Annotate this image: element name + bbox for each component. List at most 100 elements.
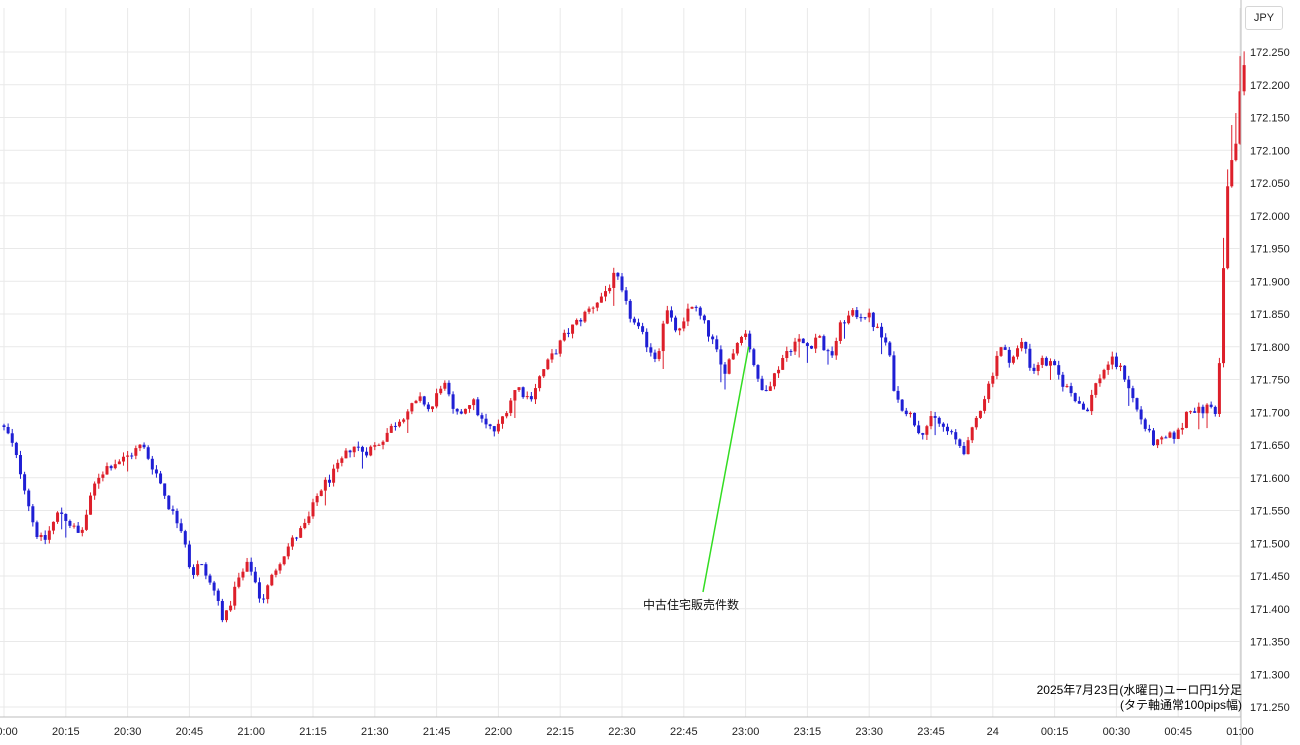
candle-body [1106,364,1110,370]
candle-body [93,483,97,496]
candle-body [966,440,970,455]
candle-body [187,544,191,568]
candle-body [929,416,933,427]
y-tick-label: 171.250 [1250,702,1290,714]
candle-body [1230,160,1234,187]
candle-body [834,341,838,356]
candle-body [253,571,257,583]
candle-body [385,432,389,442]
y-tick-label: 171.500 [1250,538,1290,550]
candle-body [89,495,93,515]
y-tick-label: 171.600 [1250,473,1290,485]
candle-body [715,339,719,350]
candle-body [1160,437,1164,440]
candle-body [991,375,995,384]
candle-body [179,523,183,532]
x-tick-label: 00:30 [1103,726,1131,738]
candle-body [1205,404,1209,414]
candle-body [958,439,962,446]
candle-body [290,537,294,547]
candle-body [130,455,134,457]
candles-layer [2,51,1246,623]
candle-body [632,318,636,323]
candle-body [1090,394,1094,412]
candle-body [237,577,241,587]
y-tick-label: 171.850 [1250,309,1290,321]
candle-body [216,590,220,601]
candle-body [937,417,941,424]
candle-body [838,322,842,342]
candle-body [402,419,406,422]
candle-body [1201,406,1205,414]
x-tick-label: 20:45 [176,726,204,738]
candle-body [340,458,344,463]
candle-body [950,431,954,433]
x-tick-label: 21:15 [299,726,327,738]
candle-body [1003,347,1007,350]
candle-body [233,586,237,606]
candle-body [1242,65,1246,92]
candle-body [579,319,583,322]
candle-body [295,537,299,539]
candle-body [1086,409,1090,412]
candle-body [1143,419,1147,429]
candle-body [117,461,121,465]
candle-body [1077,401,1081,404]
y-tick-label: 171.450 [1250,571,1290,583]
candle-body [84,514,88,530]
candle-body [645,331,649,348]
candle-body [146,447,150,459]
candle-body [163,483,167,496]
candle-body [2,425,6,427]
candle-body [678,328,682,331]
x-tick-label: 22:00 [485,726,513,738]
candle-body [398,421,402,427]
candle-body [1135,398,1139,410]
candle-body [628,300,632,319]
candle-body [707,320,711,337]
candle-body [694,306,698,308]
candle-body [764,390,768,392]
x-tick-label: 21:00 [237,726,265,738]
candle-body [760,378,764,391]
candle-body [686,308,690,322]
candle-body [1127,379,1131,389]
candle-body [785,351,789,359]
y-tick-label: 171.400 [1250,604,1290,616]
candle-body [459,411,463,414]
y-tick-label: 172.150 [1250,113,1290,125]
candle-body [327,479,331,483]
currency-badge[interactable]: JPY [1245,6,1283,30]
candle-body [472,399,476,406]
candle-body [121,456,125,462]
candle-body [439,388,443,394]
candle-body [463,408,467,414]
candle-body [154,469,158,474]
candle-body [224,610,228,621]
candle-body [64,513,68,521]
candle-body [818,336,822,338]
y-tick-label: 171.300 [1250,669,1290,681]
candle-body [1156,439,1160,446]
candle-body [286,546,290,557]
candle-body [323,479,327,491]
candle-body [150,458,154,470]
candle-body [867,312,871,318]
candle-body [772,373,776,387]
candle-body [900,399,904,411]
x-tick-label: 21:45 [423,726,451,738]
y-tick-label: 171.650 [1250,440,1290,452]
candle-body [711,336,715,340]
candle-body [777,369,781,374]
candle-body [1007,349,1011,363]
candle-body [484,418,488,425]
candle-body [56,512,60,522]
candle-body [249,561,253,572]
y-tick-label: 171.800 [1250,342,1290,354]
candle-body [1028,348,1032,368]
candle-body [241,571,245,578]
candle-body [863,317,867,319]
candle-body [954,432,958,440]
candle-body [636,322,640,327]
